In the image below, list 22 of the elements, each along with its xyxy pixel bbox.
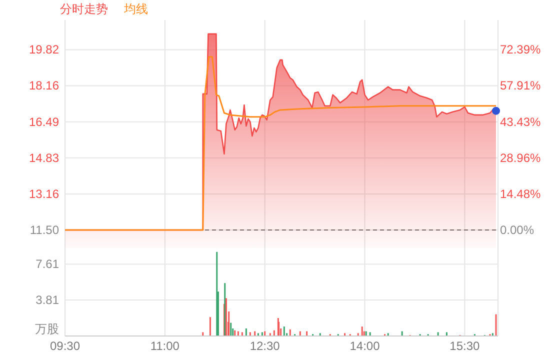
y2-tick-label: 0.00% (500, 223, 534, 238)
y2-tick-label: 14.48% (500, 186, 542, 201)
x-tick-label: 15:30 (450, 339, 480, 353)
y-tick-label: 13.16 (28, 187, 60, 202)
y-tick-label: 18.16 (28, 78, 60, 93)
y2-tick-label: 43.43% (500, 114, 542, 129)
y-tick-label: 7.61 (36, 257, 60, 272)
x-tick-label: 12:30 (250, 339, 280, 353)
text: 均线 (123, 2, 148, 16)
y-tick-label: 19.82 (28, 42, 60, 57)
y-tick-label: 11.50 (30, 223, 60, 238)
y2-tick-label: 28.96% (500, 150, 542, 165)
x-tick-label: 11:00 (150, 339, 180, 353)
text: 分时走势 (60, 2, 108, 16)
x-tick-label: 14:00 (350, 339, 380, 353)
y-tick-label: 16.49 (28, 114, 60, 129)
y-tick-label: 3.81 (36, 292, 60, 307)
y-tick-label: 万股 (35, 322, 59, 336)
y2-tick-label: 72.39% (500, 42, 542, 57)
x-tick-label: 09:30 (50, 339, 80, 353)
y-tick-label: 14.83 (28, 150, 60, 165)
y2-tick-label: 57.91% (500, 78, 542, 93)
